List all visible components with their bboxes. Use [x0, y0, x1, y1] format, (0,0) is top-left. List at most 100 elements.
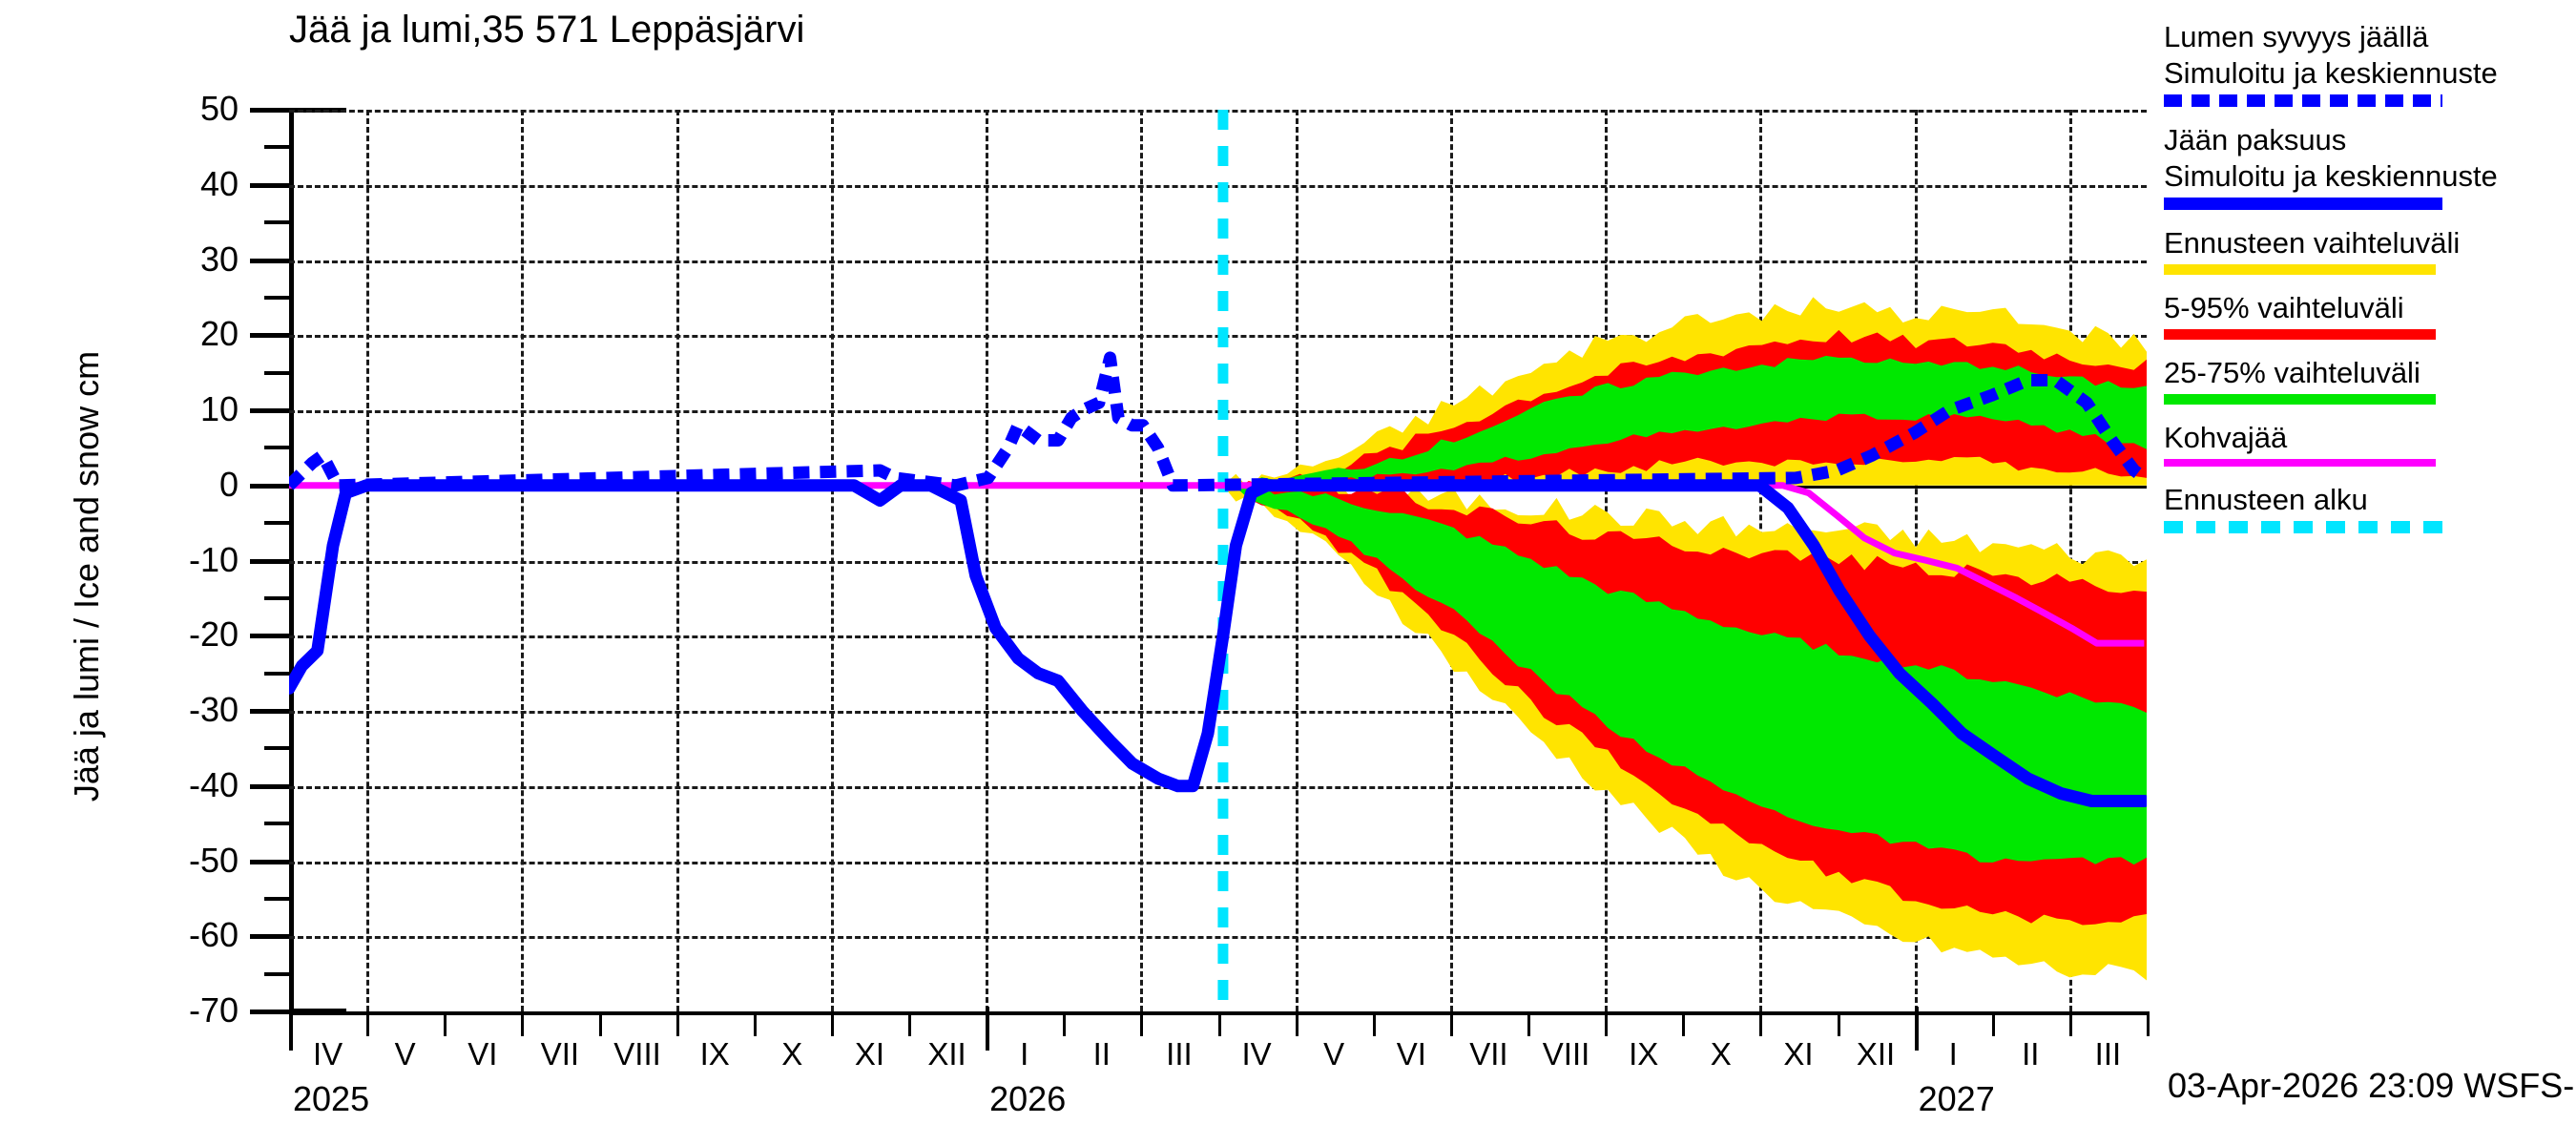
x-tick-month	[2147, 1011, 2150, 1036]
gridline-horizontal	[289, 711, 2147, 714]
x-tick-label: VII	[540, 1036, 580, 1072]
y-tick-major	[250, 182, 289, 188]
legend-swatch-solid-blue-icon	[2164, 198, 2442, 210]
x-axis-year-label: 2025	[293, 1079, 370, 1118]
legend-entry: Lumen syvyys jäällä Simuloitu ja keskienn…	[2164, 19, 2574, 107]
legend-label: 25-75% vaihteluväli	[2164, 356, 2420, 389]
x-tick-month	[830, 1011, 834, 1036]
gridline-vertical	[366, 110, 370, 1011]
y-tick-label: 30	[199, 239, 239, 279]
x-tick-label: XI	[1783, 1036, 1814, 1072]
gridline-horizontal	[289, 861, 2147, 864]
y-tick-major	[250, 634, 289, 639]
legend-label: Ennusteen alku	[2164, 483, 2368, 516]
y-tick-label: -40	[188, 764, 239, 804]
x-tick-month	[1682, 1011, 1686, 1036]
x-tick-month	[1217, 1011, 1221, 1036]
y-tick-label: -10	[188, 539, 239, 579]
x-tick-month	[1295, 1011, 1298, 1036]
gridline-vertical	[1295, 110, 1298, 1011]
y-tick-minor	[264, 295, 289, 300]
x-tick-month	[753, 1011, 757, 1036]
series-ice_thickness	[289, 479, 2147, 807]
y-tick-minor	[264, 446, 289, 450]
x-tick-label: III	[2094, 1036, 2122, 1072]
gridline-vertical	[1140, 110, 1144, 1011]
x-tick-label: XII	[927, 1036, 966, 1072]
y-tick-major	[250, 408, 289, 413]
x-tick-label: IV	[312, 1036, 343, 1072]
x-axis-year-label: 2026	[989, 1079, 1067, 1118]
x-tick-label: II	[1092, 1036, 1111, 1072]
legend-swatch-green-icon	[2164, 394, 2436, 405]
x-tick-month	[1063, 1011, 1067, 1036]
y-tick-label: -70	[188, 990, 239, 1030]
gridline-horizontal	[289, 785, 2147, 789]
x-tick-month	[598, 1011, 602, 1036]
x-tick-label: V	[1323, 1036, 1345, 1072]
legend-swatch-dashed-blue-icon	[2164, 94, 2442, 107]
footer-timestamp: 03-Apr-2026 23:09 WSFS-P	[2168, 1066, 2576, 1105]
y-tick-major	[250, 558, 289, 564]
legend-label: Jään paksuus	[2164, 123, 2347, 156]
legend-entry: Kohvajää	[2164, 420, 2574, 467]
gridline-vertical	[986, 110, 989, 1011]
y-tick-major	[250, 483, 289, 489]
x-tick-label: II	[2022, 1036, 2040, 1072]
x-tick-label: IX	[699, 1036, 730, 1072]
x-tick-month	[1449, 1011, 1453, 1036]
y-tick-minor	[264, 822, 289, 826]
x-tick-label: X	[781, 1036, 803, 1072]
y-tick-minor	[264, 671, 289, 676]
legend-entry: Jään paksuus Simuloitu ja keskiennuste	[2164, 122, 2574, 210]
y-tick-label: -30	[188, 690, 239, 729]
gridline-vertical	[521, 110, 525, 1011]
x-tick-label: IV	[1241, 1036, 1272, 1072]
legend-swatch-magenta-icon	[2164, 459, 2436, 467]
x-tick-month	[521, 1011, 525, 1036]
y-tick-label: 20	[199, 314, 239, 354]
band-p25_p75_range-ice	[1222, 481, 2147, 865]
page-title: Jää ja lumi,35 571 Leppäsjärvi	[289, 9, 805, 51]
y-tick-major	[250, 1010, 289, 1014]
legend-label: 5-95% vaihteluväli	[2164, 291, 2404, 324]
y-tick-minor	[264, 521, 289, 526]
y-tick-major	[250, 258, 289, 263]
band-p25_p75_range-snow	[1222, 355, 2147, 487]
y-axis-title: Jää ja lumi / Ice and snow cm	[67, 350, 106, 802]
x-tick-label: VI	[1396, 1036, 1426, 1072]
x-tick-label: VIII	[1542, 1036, 1590, 1072]
y-tick-label: 50	[199, 89, 239, 128]
legend-entry: Ennusteen vaihteluväli	[2164, 225, 2574, 275]
y-tick-minor	[264, 971, 289, 976]
x-tick-month	[1759, 1011, 1763, 1036]
y-tick-minor	[264, 746, 289, 751]
x-tick-month	[444, 1011, 447, 1036]
x-tick-label: VI	[467, 1036, 498, 1072]
y-tick-major	[250, 934, 289, 940]
legend-sublabel: Simuloitu ja keskiennuste	[2164, 56, 2498, 90]
x-tick-month	[1991, 1011, 1995, 1036]
legend-swatch-red-icon	[2164, 329, 2436, 340]
y-tick-minor	[264, 145, 289, 150]
x-tick-year	[1914, 1007, 1919, 1051]
legend-entry: 25-75% vaihteluväli	[2164, 355, 2574, 405]
x-tick-label: IX	[1629, 1036, 1659, 1072]
series-plot	[289, 110, 2147, 1011]
x-tick-label: VIII	[613, 1036, 661, 1072]
x-tick-label: VII	[1469, 1036, 1508, 1072]
x-tick-month	[1605, 1011, 1609, 1036]
y-tick-minor	[264, 370, 289, 375]
x-tick-month	[1372, 1011, 1376, 1036]
x-tick-label: XII	[1856, 1036, 1896, 1072]
x-tick-month	[675, 1011, 679, 1036]
x-tick-year	[986, 1007, 990, 1051]
series-snow_ice	[289, 482, 2145, 647]
x-tick-year	[289, 1007, 293, 1051]
axis-bottom-tick	[289, 1009, 346, 1013]
gridline-vertical	[675, 110, 679, 1011]
legend-sublabel: Simuloitu ja keskiennuste	[2164, 159, 2498, 193]
y-tick-label: 0	[218, 464, 239, 504]
legend-entry: Ennusteen alku	[2164, 482, 2574, 533]
